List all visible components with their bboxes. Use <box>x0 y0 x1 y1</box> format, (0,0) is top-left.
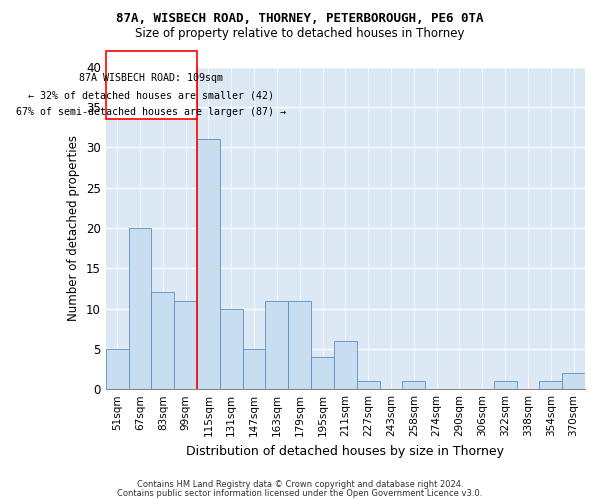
Bar <box>288 300 311 389</box>
Bar <box>494 381 517 389</box>
X-axis label: Distribution of detached houses by size in Thorney: Distribution of detached houses by size … <box>187 444 505 458</box>
Bar <box>334 341 357 389</box>
Bar <box>311 357 334 389</box>
Text: Contains HM Land Registry data © Crown copyright and database right 2024.: Contains HM Land Registry data © Crown c… <box>137 480 463 489</box>
Bar <box>357 381 380 389</box>
Bar <box>242 349 265 389</box>
Bar <box>403 381 425 389</box>
Bar <box>265 300 288 389</box>
Bar <box>562 373 585 389</box>
Bar <box>128 228 151 389</box>
Text: Contains public sector information licensed under the Open Government Licence v3: Contains public sector information licen… <box>118 490 482 498</box>
Bar <box>174 300 197 389</box>
Text: 67% of semi-detached houses are larger (87) →: 67% of semi-detached houses are larger (… <box>16 107 286 117</box>
FancyBboxPatch shape <box>106 50 197 119</box>
Text: ← 32% of detached houses are smaller (42): ← 32% of detached houses are smaller (42… <box>28 91 274 101</box>
Text: 87A, WISBECH ROAD, THORNEY, PETERBOROUGH, PE6 0TA: 87A, WISBECH ROAD, THORNEY, PETERBOROUGH… <box>116 12 484 26</box>
Bar <box>539 381 562 389</box>
Bar <box>197 140 220 389</box>
Bar <box>151 292 174 389</box>
Text: 87A WISBECH ROAD: 109sqm: 87A WISBECH ROAD: 109sqm <box>79 73 223 83</box>
Bar <box>220 308 242 389</box>
Y-axis label: Number of detached properties: Number of detached properties <box>67 135 80 321</box>
Text: Size of property relative to detached houses in Thorney: Size of property relative to detached ho… <box>135 28 465 40</box>
Bar <box>106 349 128 389</box>
